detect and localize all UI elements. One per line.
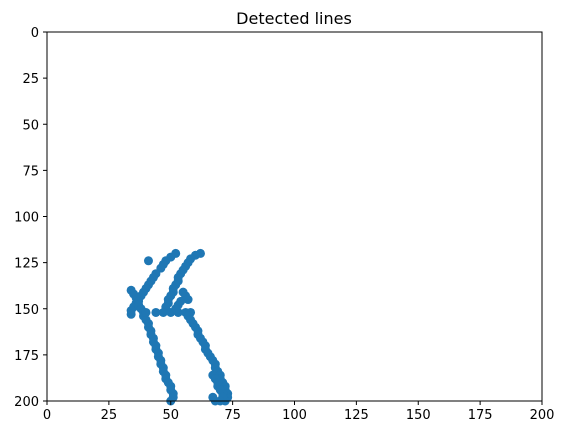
- chart-title: Detected lines: [236, 9, 352, 28]
- y-tick-label: 0: [31, 26, 39, 41]
- plot-area-frame: [46, 31, 543, 402]
- x-tick-label: 100: [282, 408, 307, 423]
- y-tick-label: 150: [14, 303, 39, 318]
- data-point: [158, 307, 168, 317]
- x-tick-label: 200: [530, 408, 555, 423]
- data-points: [126, 248, 233, 406]
- y-tick-label: 100: [14, 211, 39, 226]
- data-point: [178, 287, 188, 297]
- x-tick-label: 75: [224, 408, 241, 423]
- data-point: [176, 296, 186, 306]
- data-point: [143, 256, 153, 266]
- x-tick-label: 175: [468, 408, 493, 423]
- data-point: [151, 307, 161, 317]
- data-point: [208, 392, 218, 402]
- y-axis: 0 25 50 75 100 125 150 175 200: [14, 26, 47, 410]
- x-tick-label: 25: [101, 408, 118, 423]
- data-point: [171, 304, 181, 314]
- x-tick-label: 0: [43, 408, 51, 423]
- y-tick-label: 200: [14, 395, 39, 410]
- y-tick-label: 175: [14, 349, 39, 364]
- y-tick-label: 50: [22, 118, 39, 133]
- data-point: [141, 307, 151, 317]
- x-tick-label: 150: [406, 408, 431, 423]
- data-point: [126, 309, 136, 319]
- y-tick-label: 125: [14, 257, 39, 272]
- x-tick-label: 50: [162, 408, 179, 423]
- x-axis: 0 25 50 75 100 125 150 175 200: [43, 401, 555, 423]
- x-tick-label: 125: [344, 408, 369, 423]
- y-tick-label: 75: [22, 164, 39, 179]
- y-tick-label: 25: [22, 72, 39, 87]
